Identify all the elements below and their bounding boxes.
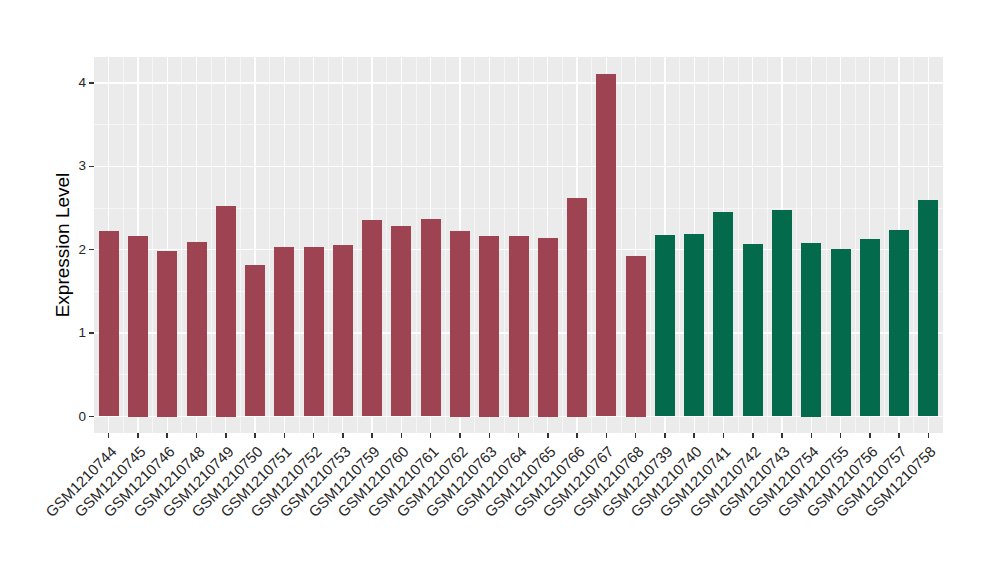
gridline-minor-vertical — [299, 57, 300, 433]
bar-GSM1210762 — [450, 231, 470, 417]
gridline-minor-vertical — [855, 57, 856, 433]
bar-GSM1210767 — [596, 74, 616, 417]
bar-GSM1210764 — [509, 236, 529, 417]
gridline-minor-vertical — [591, 57, 592, 433]
gridline-minor-vertical — [884, 57, 885, 433]
gridline-minor-vertical — [767, 57, 768, 433]
y-tick-mark — [89, 249, 94, 251]
bar-GSM1210765 — [538, 238, 558, 417]
y-tick-label: 0 — [42, 408, 86, 426]
bar-GSM1210757 — [889, 230, 909, 417]
bar-GSM1210746 — [157, 251, 177, 417]
x-tick-mark — [606, 433, 608, 438]
x-tick-mark — [723, 433, 725, 438]
y-tick-mark — [89, 332, 94, 334]
gridline-minor-vertical — [796, 57, 797, 433]
gridline-minor-vertical — [181, 57, 182, 433]
gridline-minor-vertical — [445, 57, 446, 433]
bar-GSM1210740 — [684, 234, 704, 417]
bar-GSM1210745 — [128, 236, 148, 417]
expression-bar-chart-figure: Expression Level 01234 GSM1210744GSM1210… — [0, 0, 1000, 580]
x-tick-mark — [576, 433, 578, 438]
bar-GSM1210743 — [772, 210, 792, 417]
gridline-minor-vertical — [240, 57, 241, 433]
x-tick-mark — [898, 433, 900, 438]
y-tick-label: 4 — [42, 74, 86, 92]
y-tick-mark — [89, 82, 94, 84]
x-tick-mark — [811, 433, 813, 438]
x-tick-mark — [664, 433, 666, 438]
x-tick-mark — [547, 433, 549, 438]
bar-GSM1210749 — [216, 206, 236, 417]
gridline-minor-vertical — [533, 57, 534, 433]
gridline-minor-vertical — [679, 57, 680, 433]
gridline-minor-vertical — [328, 57, 329, 433]
gridline-minor-vertical — [416, 57, 417, 433]
gridline-minor-vertical — [826, 57, 827, 433]
x-tick-mark — [166, 433, 168, 438]
bar-GSM1210763 — [479, 236, 499, 417]
bar-GSM1210751 — [274, 247, 294, 416]
gridline-minor-vertical — [269, 57, 270, 433]
gridline-minor-vertical — [913, 57, 914, 433]
x-tick-mark — [401, 433, 403, 438]
bar-GSM1210760 — [391, 226, 411, 416]
gridline-minor-vertical — [621, 57, 622, 433]
x-tick-mark — [781, 433, 783, 438]
bar-GSM1210752 — [304, 247, 324, 416]
y-tick-label: 1 — [42, 324, 86, 342]
y-tick-mark — [89, 416, 94, 418]
bar-GSM1210761 — [421, 219, 441, 417]
gridline-minor-vertical — [504, 57, 505, 433]
plot-panel — [94, 57, 943, 433]
bar-GSM1210750 — [245, 265, 265, 417]
x-tick-mark — [137, 433, 139, 438]
bar-GSM1210759 — [362, 220, 382, 417]
x-tick-mark — [518, 433, 520, 438]
bar-GSM1210758 — [918, 200, 938, 417]
bar-GSM1210739 — [655, 235, 675, 417]
x-tick-mark — [225, 433, 227, 438]
x-tick-mark — [693, 433, 695, 438]
x-tick-mark — [313, 433, 315, 438]
gridline-minor-vertical — [357, 57, 358, 433]
gridline-minor-vertical — [152, 57, 153, 433]
bar-GSM1210741 — [713, 212, 733, 416]
x-tick-mark — [635, 433, 637, 438]
x-tick-mark — [840, 433, 842, 438]
x-tick-mark — [371, 433, 373, 438]
bar-GSM1210754 — [801, 243, 821, 417]
bar-GSM1210768 — [626, 256, 646, 417]
x-tick-mark — [430, 433, 432, 438]
x-tick-mark — [459, 433, 461, 438]
bar-GSM1210744 — [99, 231, 119, 416]
y-tick-mark — [89, 166, 94, 168]
bar-GSM1210756 — [860, 239, 880, 417]
bar-GSM1210753 — [333, 245, 353, 417]
x-tick-mark — [869, 433, 871, 438]
gridline-minor-vertical — [123, 57, 124, 433]
gridline-minor-vertical — [708, 57, 709, 433]
y-tick-label: 2 — [42, 241, 86, 259]
gridline-minor-vertical — [650, 57, 651, 433]
x-tick-mark — [489, 433, 491, 438]
x-tick-mark — [196, 433, 198, 438]
x-tick-mark — [254, 433, 256, 438]
bar-GSM1210755 — [831, 249, 851, 417]
gridline-minor-vertical — [211, 57, 212, 433]
x-tick-mark — [928, 433, 930, 438]
x-tick-mark — [108, 433, 110, 438]
y-tick-label: 3 — [42, 157, 86, 175]
x-tick-mark — [342, 433, 344, 438]
gridline-minor-vertical — [386, 57, 387, 433]
x-tick-mark — [284, 433, 286, 438]
gridline-minor-vertical — [738, 57, 739, 433]
gridline-minor-vertical — [562, 57, 563, 433]
x-tick-mark — [752, 433, 754, 438]
bar-GSM1210748 — [187, 242, 207, 416]
bar-GSM1210766 — [567, 198, 587, 417]
bar-GSM1210742 — [743, 244, 763, 417]
gridline-minor-vertical — [474, 57, 475, 433]
